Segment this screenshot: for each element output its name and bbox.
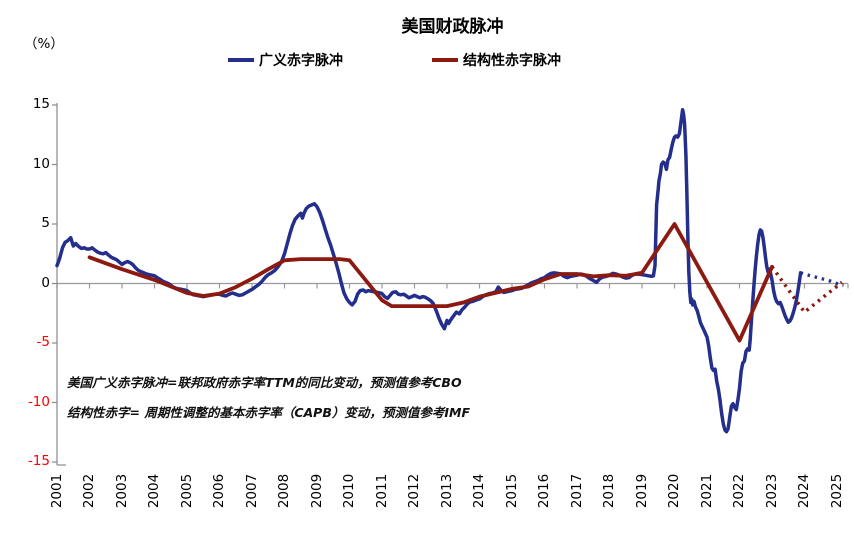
y-axis-unit-label: （%） (24, 36, 64, 52)
legend-line-swatch-red-icon (432, 58, 458, 62)
series-line-3-dotted (770, 265, 843, 314)
chart-legend: 广义赤字脉冲 结构性赤字脉冲 (0, 51, 854, 69)
legend-label-structural-deficit: 结构性赤字脉冲 (463, 53, 561, 69)
legend-label-broad-deficit: 广义赤字脉冲 (259, 53, 343, 69)
series-line-2-solid (87, 222, 774, 343)
series-line-1-dotted (800, 271, 844, 287)
page-title: 美国财政脉冲 (401, 17, 504, 37)
footnote-line-1: 美国广义赤字脉冲=联邦政府赤字率TTM的同比变动，预测值参考CBO (67, 375, 462, 390)
legend-line-swatch-blue-icon (228, 58, 254, 62)
legend-item-broad-deficit: 广义赤字脉冲 (228, 51, 343, 69)
legend-item-structural-deficit: 结构性赤字脉冲 (432, 51, 561, 69)
footnote-line-2: 结构性赤字= 周期性调整的基本赤字率（CAPB）变动，预测值参考IMF (67, 405, 470, 420)
